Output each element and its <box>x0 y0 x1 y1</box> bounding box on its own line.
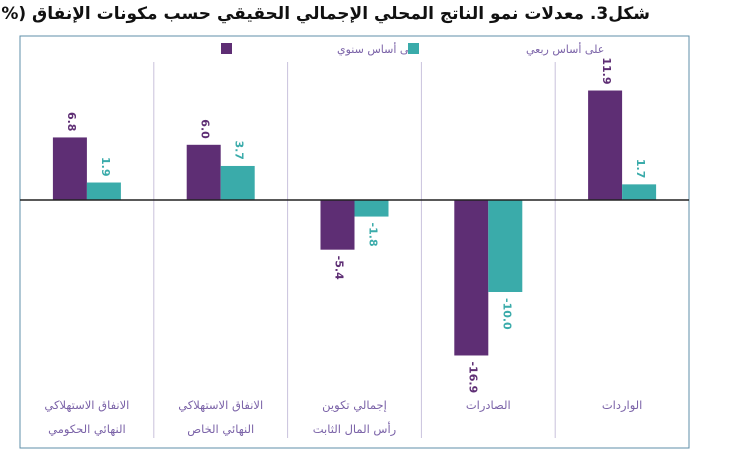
value-label-quarterly-1: 3.7 <box>233 140 246 160</box>
bar-quarterly-3 <box>488 200 523 292</box>
category-label-2-line-0: إجمالي تكوين <box>322 398 387 413</box>
value-label-annual-3: -16.9 <box>466 361 479 393</box>
chart-title: شكل3. معدلات نمو الناتج المحلي الإجمالي … <box>0 4 650 24</box>
value-label-quarterly-0: 1.9 <box>99 157 112 177</box>
category-label-1-line-0: الانفاق الاستهلاكي <box>178 398 263 412</box>
legend-label-quarterly: على أساس ربعي <box>526 42 604 56</box>
bar-quarterly-0 <box>86 182 121 200</box>
bars <box>52 90 657 356</box>
bar-quarterly-1 <box>220 165 255 200</box>
category-label-2-line-1: رأس المال الثابت <box>313 421 396 437</box>
category-label-1-line-1: النهائي الخاص <box>187 422 254 437</box>
bar-annual-1 <box>186 144 221 200</box>
category-label-4-line-0: الواردات <box>602 398 643 413</box>
bar-annual-4 <box>588 90 623 200</box>
category-labels: الانفاق الاستهلاكي النهائي الحكومي الانفاق… <box>44 398 642 437</box>
value-label-annual-1: 6.0 <box>199 119 212 139</box>
legend-label-annual: على أساس سنوي <box>337 42 419 56</box>
bar-quarterly-4 <box>622 184 657 200</box>
bar-annual-2 <box>320 200 355 250</box>
value-label-quarterly-3: -10.0 <box>500 298 513 330</box>
value-label-annual-0: 6.8 <box>65 112 78 132</box>
legend: على أساس سنوي على أساس ربعي <box>221 42 604 56</box>
value-label-quarterly-4: 1.7 <box>634 159 647 179</box>
value-label-quarterly-2: -1.8 <box>367 223 380 247</box>
bar-annual-0 <box>52 137 87 200</box>
category-dividers <box>153 62 556 438</box>
legend-swatch-annual <box>221 43 232 54</box>
value-labels: 6.8 6.0 -5.4 -16.9 11.9 1.9 3.7 -1.8 -10.0 1.7 <box>65 57 647 393</box>
bar-quarterly-2 <box>354 200 389 217</box>
bar-annual-3 <box>454 200 489 356</box>
value-label-annual-4: 11.9 <box>600 57 613 84</box>
legend-swatch-quarterly <box>408 43 419 54</box>
value-label-annual-2: -5.4 <box>333 256 346 280</box>
category-label-3-line-0: الصادرات <box>466 398 511 413</box>
category-label-0-line-1: النهائي الحكومي <box>48 422 126 437</box>
chart-frame <box>19 35 690 449</box>
category-label-0-line-0: الانفاق الاستهلاكي <box>44 398 129 412</box>
